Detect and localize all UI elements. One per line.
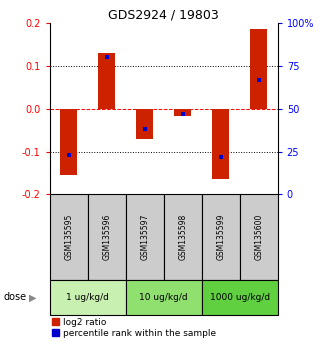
Text: GSM135595: GSM135595 — [64, 214, 73, 260]
Bar — [202, 280, 278, 315]
Title: GDS2924 / 19803: GDS2924 / 19803 — [108, 9, 219, 22]
Point — [256, 77, 261, 82]
Bar — [212, 109, 229, 179]
Point — [104, 55, 109, 60]
Text: ▶: ▶ — [29, 292, 36, 302]
Point — [218, 154, 223, 159]
Bar — [88, 194, 126, 280]
Point — [66, 152, 71, 158]
Text: GSM135596: GSM135596 — [102, 214, 111, 260]
Point — [142, 126, 147, 132]
Bar — [126, 194, 164, 280]
Bar — [250, 29, 267, 109]
Point — [180, 111, 185, 117]
Bar — [202, 194, 240, 280]
Bar — [60, 109, 77, 175]
Bar — [50, 194, 88, 280]
Text: dose: dose — [3, 292, 26, 302]
Text: GSM135599: GSM135599 — [216, 214, 225, 260]
Text: GSM135598: GSM135598 — [178, 214, 187, 260]
Text: GSM135600: GSM135600 — [254, 214, 263, 260]
Bar — [174, 109, 191, 116]
Text: GSM135597: GSM135597 — [140, 214, 149, 260]
Text: 1 ug/kg/d: 1 ug/kg/d — [66, 293, 109, 302]
Bar — [126, 280, 202, 315]
Bar — [136, 109, 153, 139]
Text: 1000 ug/kg/d: 1000 ug/kg/d — [210, 293, 270, 302]
Text: 10 ug/kg/d: 10 ug/kg/d — [139, 293, 188, 302]
Bar — [98, 53, 115, 109]
Bar — [164, 194, 202, 280]
Bar — [240, 194, 278, 280]
Bar — [50, 280, 126, 315]
Legend: log2 ratio, percentile rank within the sample: log2 ratio, percentile rank within the s… — [52, 318, 216, 338]
